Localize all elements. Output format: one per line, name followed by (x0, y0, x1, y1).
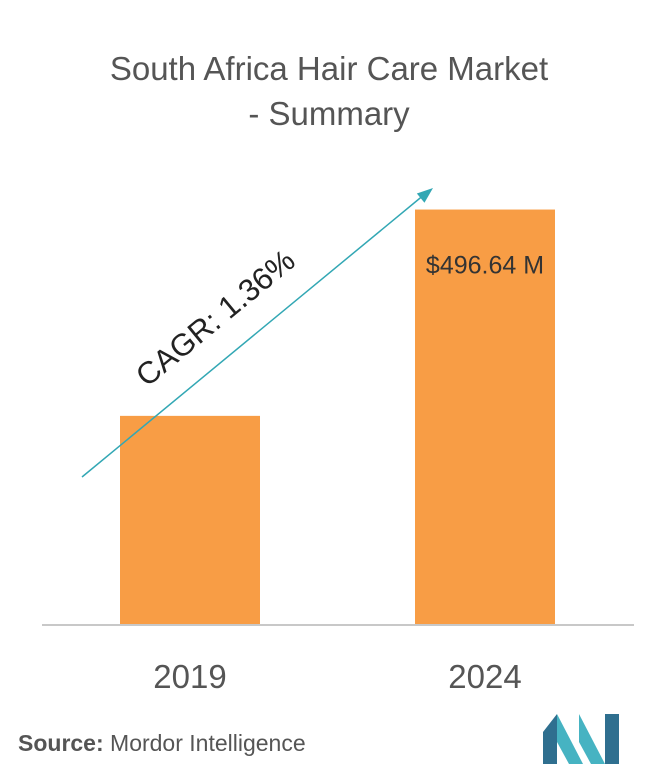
data-label-2024: $496.64 M (426, 252, 544, 280)
x-tick-label-2019: 2019 (153, 658, 226, 695)
cagr-arrow-head (416, 188, 433, 203)
bar-2019 (120, 415, 260, 625)
x-tick-label-2024: 2024 (448, 658, 521, 695)
chart-title: South Africa Hair Care Market - Summary (0, 46, 658, 136)
logo-left-shape (543, 714, 557, 764)
mordor-intelligence-logo-icon (543, 714, 619, 764)
chart-title-line-1: South Africa Hair Care Market (109, 50, 549, 87)
source-text: Mordor Intelligence (110, 730, 306, 756)
source-label: Source: (18, 730, 104, 756)
cagr-arrow-line (81, 193, 426, 478)
chart-title-line-2: - Summary (248, 95, 410, 132)
logo-right-diagonal (579, 714, 605, 764)
logo-right-shape (605, 714, 619, 764)
logo-left-diagonal (557, 714, 583, 764)
bar-2024 (415, 209, 555, 625)
labels-layer: 2019 2024 $496.64 M (153, 252, 544, 695)
source-note: Source: Mordor Intelligence (18, 730, 306, 757)
bars-layer (120, 209, 555, 625)
